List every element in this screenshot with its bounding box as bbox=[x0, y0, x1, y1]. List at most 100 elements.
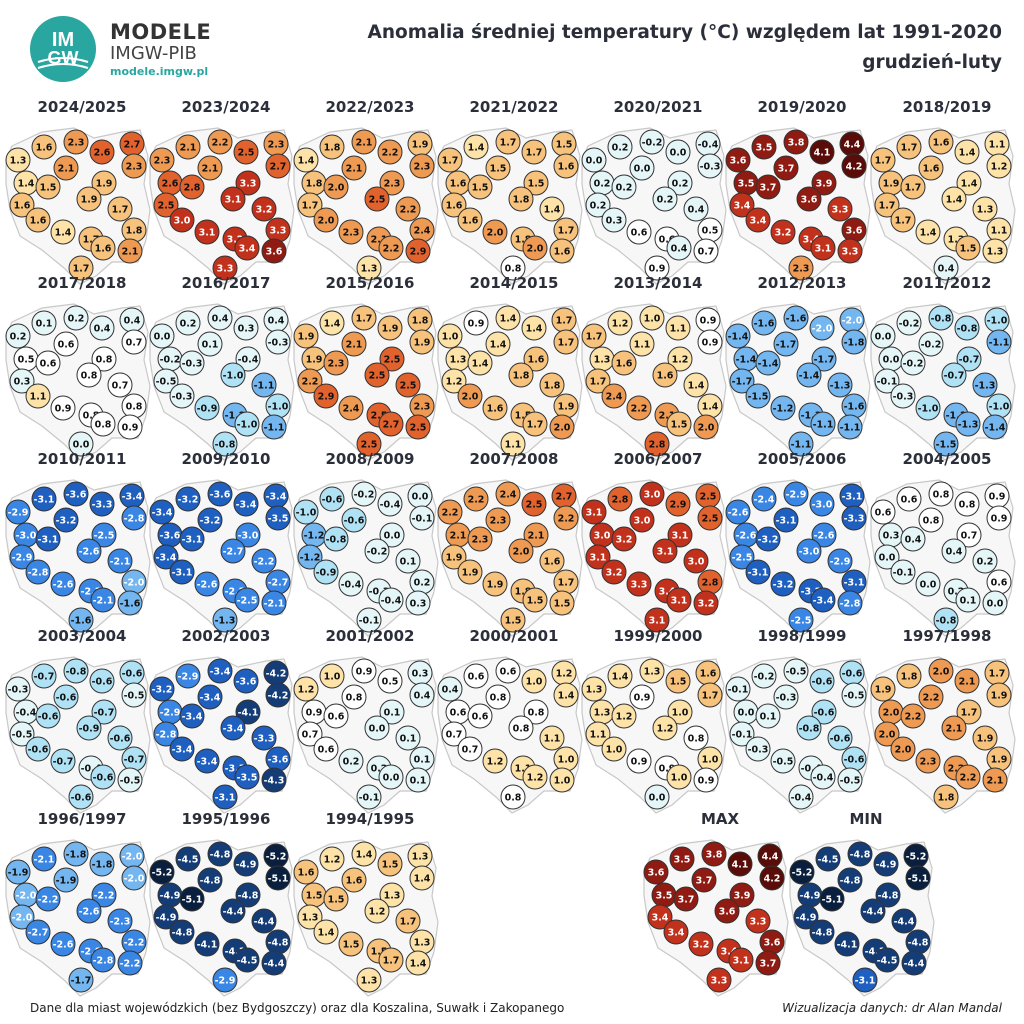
station-marker bbox=[441, 368, 467, 394]
station-marker bbox=[441, 192, 467, 218]
station-marker bbox=[153, 544, 179, 570]
station-value: 2.3 bbox=[68, 138, 85, 149]
station-value: 1.7 bbox=[961, 708, 978, 719]
station-value: -1.8 bbox=[66, 850, 87, 861]
station-value: 1.5 bbox=[306, 891, 323, 902]
station-value: 2.0 bbox=[879, 730, 896, 741]
station-marker bbox=[918, 684, 944, 710]
station-value: 0.9 bbox=[700, 316, 717, 327]
station-value: 2.9 bbox=[410, 247, 427, 258]
station-marker bbox=[900, 526, 926, 552]
station-marker bbox=[915, 395, 941, 421]
station-marker bbox=[933, 607, 959, 633]
station-value: 1.4 bbox=[356, 850, 373, 861]
station-marker bbox=[220, 362, 246, 388]
station-value: 2.5 bbox=[371, 411, 388, 422]
station-value: 3.1 bbox=[657, 547, 674, 558]
station-value: -0.8 bbox=[799, 724, 820, 735]
station-marker bbox=[437, 147, 463, 173]
station-value: -4.9 bbox=[876, 860, 897, 871]
station-marker bbox=[809, 491, 835, 517]
station-marker bbox=[53, 867, 79, 893]
station-marker bbox=[918, 331, 944, 357]
station-marker bbox=[25, 736, 51, 762]
station-marker bbox=[870, 147, 896, 173]
panel-label: 2001/2002 bbox=[326, 627, 415, 645]
station-marker bbox=[313, 559, 339, 585]
station-marker bbox=[585, 368, 611, 394]
station-value: -0.5 bbox=[844, 691, 865, 702]
station-marker bbox=[905, 865, 931, 891]
station-value: -3.4 bbox=[197, 757, 218, 768]
station-value: 0.6 bbox=[631, 228, 648, 239]
station-value: 3.8 bbox=[706, 850, 723, 861]
station-marker bbox=[955, 587, 981, 613]
station-marker bbox=[793, 904, 819, 930]
station-marker bbox=[796, 715, 822, 741]
station-value: 3.6 bbox=[846, 226, 863, 237]
station-value: 3.4 bbox=[803, 235, 820, 246]
station-marker bbox=[235, 699, 261, 725]
station-marker bbox=[169, 736, 195, 762]
station-marker bbox=[841, 329, 867, 355]
station-value: 2.5 bbox=[526, 500, 543, 511]
station-value: 3.7 bbox=[760, 959, 777, 970]
station-value: 2.1 bbox=[659, 411, 676, 422]
station-marker bbox=[441, 544, 467, 570]
panel-label: 2010/2011 bbox=[38, 450, 127, 468]
station-marker bbox=[251, 725, 277, 751]
station-value: -3.4 bbox=[266, 492, 287, 503]
station-value: 3.4 bbox=[734, 201, 751, 212]
station-marker bbox=[121, 505, 147, 531]
station-marker bbox=[683, 372, 709, 398]
station-marker bbox=[235, 522, 261, 548]
station-value: 2.2 bbox=[212, 138, 229, 149]
station-value: 3.1 bbox=[733, 956, 750, 967]
map-panel: 2024/2025 1.6 2.3 2.6 2.7 2.3 1.3 2.1 1.4 1.5 1.9 1… bbox=[5, 98, 151, 285]
station-value: 0.6 bbox=[875, 508, 892, 519]
station-value: -2.2 bbox=[38, 895, 59, 906]
station-value: 0.0 bbox=[670, 148, 687, 159]
station-marker bbox=[607, 134, 633, 160]
station-value: -2.2 bbox=[124, 938, 145, 949]
station-marker bbox=[725, 676, 751, 702]
station-value: 0.0 bbox=[634, 164, 651, 175]
station-value: 1.2 bbox=[991, 162, 1008, 173]
station-value: 3.7 bbox=[778, 164, 795, 175]
station-value: -3.4 bbox=[223, 724, 244, 735]
station-value: -2.7 bbox=[223, 547, 244, 558]
station-value: 1.5 bbox=[472, 183, 489, 194]
station-value: -0.7 bbox=[944, 371, 965, 382]
brand-block: MODELE IMGW-PIB modele.imgw.pl bbox=[110, 20, 211, 78]
station-marker bbox=[377, 668, 403, 694]
station-marker bbox=[725, 147, 751, 173]
station-marker bbox=[652, 186, 678, 212]
station-value: 2.7 bbox=[270, 162, 287, 173]
brand-url[interactable]: modele.imgw.pl bbox=[110, 65, 209, 78]
station-marker bbox=[697, 329, 723, 355]
station-value: 3.1 bbox=[590, 553, 607, 564]
station-marker bbox=[356, 431, 382, 457]
station-marker bbox=[810, 235, 836, 261]
station-value: -0.8 bbox=[66, 667, 87, 678]
station-marker bbox=[495, 481, 521, 507]
station-value: 2.5 bbox=[702, 514, 719, 525]
station-value: 0.2 bbox=[657, 195, 674, 206]
station-value: -4.8 bbox=[812, 928, 833, 939]
station-value: -0.8 bbox=[215, 440, 236, 451]
station-value: -2.5 bbox=[791, 616, 812, 627]
station-value: -1.7 bbox=[776, 340, 797, 351]
station-value: -2.6 bbox=[736, 531, 757, 542]
station-marker bbox=[179, 886, 205, 912]
station-marker bbox=[377, 851, 403, 877]
station-marker bbox=[463, 310, 489, 336]
station-value: 2.0 bbox=[895, 745, 912, 756]
station-marker bbox=[928, 481, 954, 507]
station-marker bbox=[395, 548, 421, 574]
panel-label: 2011/2012 bbox=[903, 274, 992, 292]
station-value: 0.0 bbox=[383, 773, 400, 784]
station-marker bbox=[90, 587, 116, 613]
station-value: 1.2 bbox=[612, 319, 629, 330]
station-marker bbox=[611, 526, 637, 552]
station-marker bbox=[890, 736, 916, 762]
